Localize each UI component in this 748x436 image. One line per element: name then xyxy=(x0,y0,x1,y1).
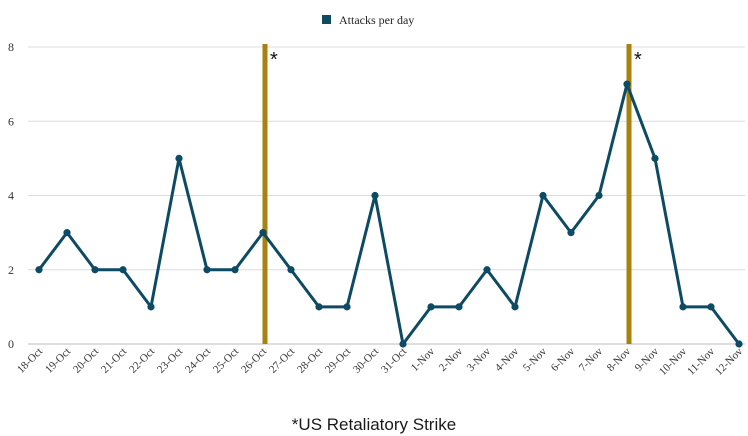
data-point-9-Nov xyxy=(651,154,659,162)
x-tick-label-22-Oct: 22-Oct xyxy=(127,346,157,376)
x-tick-label-21-Oct: 21-Oct xyxy=(99,346,129,376)
x-tick-label-6-Nov: 6-Nov xyxy=(549,345,578,374)
series-line-attacks-per-day xyxy=(37,82,741,346)
data-point-18-Oct xyxy=(35,266,43,274)
legend-swatch xyxy=(322,15,331,24)
data-point-19-Oct xyxy=(63,229,71,237)
data-point-3-Nov xyxy=(483,266,491,274)
data-point-22-Oct xyxy=(147,303,155,311)
x-tick-label-27-Oct: 27-Oct xyxy=(267,346,297,376)
chart-caption: *US Retaliatory Strike xyxy=(291,415,457,434)
x-tick-label-25-Oct: 25-Oct xyxy=(211,346,241,376)
legend-label-attacks-per-day: Attacks per day xyxy=(339,13,414,27)
data-point-7-Nov xyxy=(595,191,603,200)
x-tick-label-2-Nov: 2-Nov xyxy=(437,345,466,374)
x-tick-label-12-Nov: 12-Nov xyxy=(713,345,746,378)
y-tick-label-2: 2 xyxy=(8,263,14,277)
x-tick-label-29-Oct: 29-Oct xyxy=(323,346,353,376)
data-point-8-Nov xyxy=(623,80,631,88)
data-point-26-Oct xyxy=(259,229,267,237)
y-tick-label-0: 0 xyxy=(8,337,14,351)
data-point-1-Nov xyxy=(427,303,435,311)
data-point-12-Nov xyxy=(735,340,743,348)
data-point-28-Oct xyxy=(315,303,323,311)
data-point-31-Oct xyxy=(399,340,407,348)
x-tick-label-18-Oct: 18-Oct xyxy=(15,346,45,376)
data-point-2-Nov xyxy=(455,303,463,311)
y-axis-tick-labels: 0 2 4 6 8 xyxy=(8,40,14,351)
data-point-24-Oct xyxy=(203,266,211,274)
data-point-11-Nov xyxy=(707,303,715,311)
x-tick-label-11-Nov: 11-Nov xyxy=(685,345,717,377)
x-tick-label-28-Oct: 28-Oct xyxy=(295,346,325,376)
y-tick-label-4: 4 xyxy=(8,189,14,203)
x-axis-tick-labels: 18-Oct19-Oct20-Oct21-Oct22-Oct23-Oct24-O… xyxy=(15,345,745,378)
data-point-27-Oct xyxy=(287,266,295,274)
x-tick-label-7-Nov: 7-Nov xyxy=(577,345,606,374)
gridlines xyxy=(28,46,745,345)
data-point-25-Oct xyxy=(231,266,239,274)
data-point-5-Nov xyxy=(539,191,547,200)
data-point-23-Oct xyxy=(175,154,183,162)
x-tick-label-4-Nov: 4-Nov xyxy=(493,345,522,374)
x-tick-label-24-Oct: 24-Oct xyxy=(183,346,213,376)
data-point-4-Nov xyxy=(511,303,519,311)
x-tick-label-26-Oct: 26-Oct xyxy=(239,346,269,376)
data-point-10-Nov xyxy=(679,303,687,311)
x-tick-label-19-Oct: 19-Oct xyxy=(43,346,73,376)
y-tick-label-6: 6 xyxy=(8,114,14,128)
y-tick-label-8: 8 xyxy=(8,40,14,54)
data-point-30-Oct xyxy=(371,191,379,200)
data-point-6-Nov xyxy=(567,229,575,237)
x-tick-label-30-Oct: 30-Oct xyxy=(351,346,381,376)
data-point-20-Oct xyxy=(91,266,99,274)
annotations: * * xyxy=(262,44,642,344)
data-point-29-Oct xyxy=(343,303,351,311)
data-point-21-Oct xyxy=(119,266,127,274)
annotation-label-26-Oct: * xyxy=(270,49,278,71)
series-group xyxy=(35,80,743,348)
x-tick-label-1-Nov: 1-Nov xyxy=(409,345,438,374)
x-tick-label-20-Oct: 20-Oct xyxy=(71,346,101,376)
x-tick-label-5-Nov: 5-Nov xyxy=(521,345,550,374)
x-tick-label-10-Nov: 10-Nov xyxy=(657,345,690,378)
x-tick-label-8-Nov: 8-Nov xyxy=(605,345,634,374)
annotation-label-8-Nov: * xyxy=(634,49,642,71)
x-tick-label-31-Oct: 31-Oct xyxy=(379,346,409,376)
x-tick-label-3-Nov: 3-Nov xyxy=(465,345,494,374)
legend: Attacks per day xyxy=(322,13,414,27)
x-tick-label-23-Oct: 23-Oct xyxy=(155,346,185,376)
line-chart: Attacks per day 0 2 4 6 8 18-Oct19-Oct20-Oct… xyxy=(8,13,745,378)
